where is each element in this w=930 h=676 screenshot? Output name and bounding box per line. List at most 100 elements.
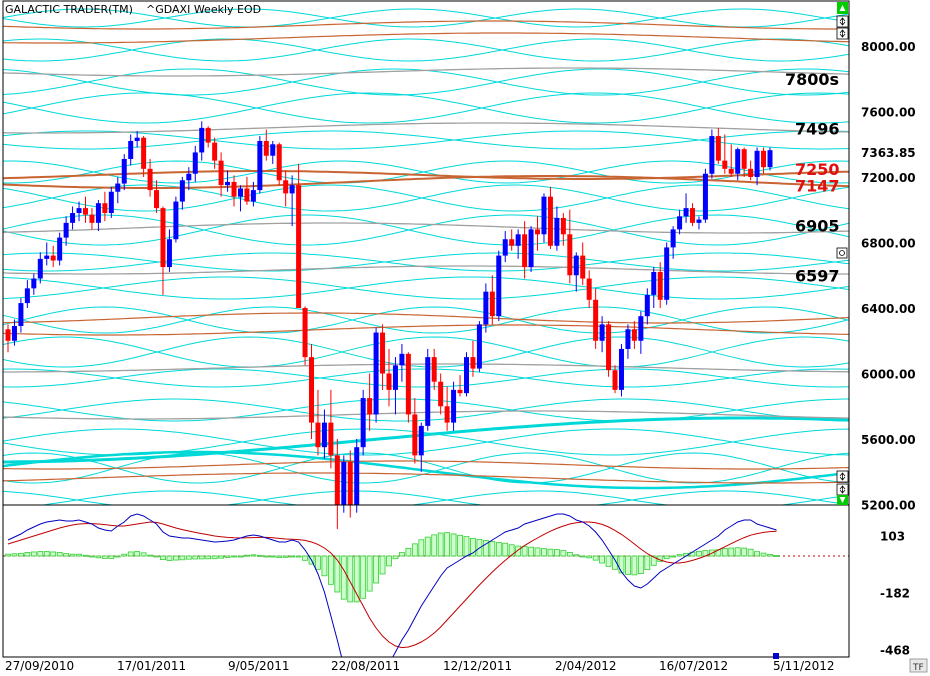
macd-histogram-bar xyxy=(599,555,606,564)
scroll-small-up-button[interactable] xyxy=(836,15,849,28)
macd-histogram-bar xyxy=(56,552,63,557)
candle xyxy=(431,348,437,390)
scroll-bottom-down-button[interactable] xyxy=(836,483,849,496)
candle xyxy=(173,196,179,243)
candle xyxy=(515,229,521,259)
candle xyxy=(302,306,308,366)
candle-body xyxy=(225,181,231,186)
cycle-wave xyxy=(3,306,849,334)
candle xyxy=(354,439,360,513)
cycle-wave xyxy=(3,428,849,456)
cycle-wave xyxy=(3,306,849,334)
macd-histogram-bar xyxy=(172,555,179,561)
candle xyxy=(664,242,670,305)
tf-badge[interactable]: TF xyxy=(909,658,928,673)
candle xyxy=(560,213,566,246)
marker-toggle-button[interactable] xyxy=(836,247,848,259)
candle-body xyxy=(347,461,353,505)
candle-body xyxy=(173,201,179,240)
candle-body xyxy=(18,303,24,327)
candle xyxy=(5,324,11,353)
macd-histogram-bar xyxy=(140,552,147,557)
candle xyxy=(70,206,76,230)
candle xyxy=(631,321,637,349)
macd-histogram-bar xyxy=(754,551,760,557)
candle xyxy=(754,147,760,186)
scroll-bottom-up-button[interactable] xyxy=(836,470,849,483)
candle-body xyxy=(82,208,88,215)
candle-body xyxy=(431,357,437,382)
candle xyxy=(108,186,114,218)
candle-body xyxy=(502,239,508,256)
level-label: 7147 xyxy=(795,177,840,196)
candle-body xyxy=(631,329,637,341)
time-tick-label: 9/05/2011 xyxy=(228,659,290,673)
cycle-wave xyxy=(3,67,849,77)
candle-body xyxy=(108,191,114,214)
candle xyxy=(502,231,508,263)
candle xyxy=(128,134,134,166)
candle xyxy=(373,327,379,423)
macd-histogram-bar xyxy=(282,555,289,558)
candle xyxy=(147,158,153,197)
macd-histogram-bar xyxy=(108,555,115,559)
candle xyxy=(702,168,708,223)
macd-histogram-bar xyxy=(625,555,631,575)
candle xyxy=(618,344,624,397)
macd-histogram-bar xyxy=(321,555,328,577)
candle-body xyxy=(618,348,624,390)
macd-histogram-bar xyxy=(605,555,612,567)
level-label: 7800s xyxy=(785,70,839,89)
macd-histogram-bar xyxy=(392,555,399,560)
candle-body xyxy=(270,144,276,156)
scroll-up-top-button[interactable] xyxy=(837,2,848,14)
time-scroll-marker[interactable] xyxy=(773,653,779,659)
macd-histogram-bar xyxy=(521,545,528,557)
candle-body xyxy=(651,271,657,295)
cycle-wave xyxy=(3,184,849,212)
time-tick-label: 12/12/2011 xyxy=(443,659,512,673)
macd-panel xyxy=(3,513,849,657)
candle-body xyxy=(496,255,502,317)
macd-histogram-bar xyxy=(101,555,108,559)
time-tick-label: 22/08/2011 xyxy=(331,659,400,673)
candle-body xyxy=(593,299,599,341)
macd-histogram-bar xyxy=(437,532,444,557)
scroll-down-bottom-button[interactable] xyxy=(837,495,848,505)
cycle-wave xyxy=(3,460,849,470)
candle-body xyxy=(709,136,715,174)
candle xyxy=(651,267,657,308)
macd-histogram-bar xyxy=(327,555,334,585)
candle-body xyxy=(121,158,127,184)
candle-body xyxy=(289,185,295,194)
macd-histogram-bar xyxy=(198,555,205,560)
macd-histogram-bar xyxy=(741,547,748,557)
macd-histogram-bar xyxy=(263,555,270,558)
macd-histogram-bar xyxy=(69,553,76,557)
macd-histogram-bar xyxy=(121,553,128,557)
cycle-wave xyxy=(3,276,849,300)
candle xyxy=(528,226,534,272)
scroll-small-down-button[interactable] xyxy=(836,27,849,40)
cycle-wave xyxy=(3,92,849,124)
level-label: 7496 xyxy=(795,120,840,139)
candle xyxy=(612,365,618,394)
candle-body xyxy=(334,455,340,505)
candle xyxy=(476,321,482,372)
candle xyxy=(405,352,411,423)
macd-tick-label: -468 xyxy=(880,644,910,658)
macd-histogram-bar xyxy=(386,555,392,567)
macd-histogram-bar xyxy=(250,554,257,557)
candle xyxy=(593,288,599,349)
macd-histogram-bar xyxy=(747,548,754,557)
candle-body xyxy=(457,389,463,394)
candle-body xyxy=(644,294,650,317)
candle-body xyxy=(405,353,411,415)
candle-body xyxy=(463,357,469,394)
candle-body xyxy=(657,271,663,300)
macd-histogram-bar xyxy=(515,545,522,557)
macd-histogram-bar xyxy=(566,552,573,557)
